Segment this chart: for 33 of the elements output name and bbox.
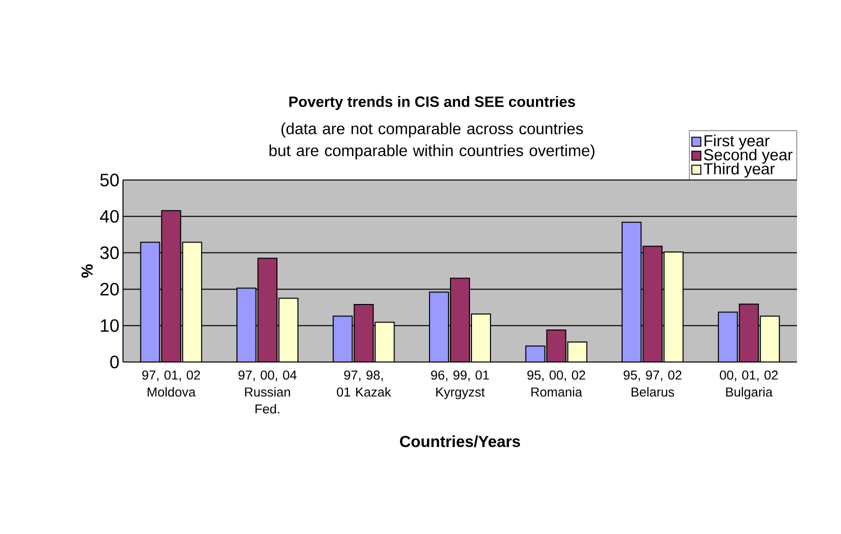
x-tick-label: 95, 97, 02 Belarus: [624, 370, 682, 397]
y-tick-label: 20: [100, 282, 119, 296]
x-tick-label: 97, 00, 04 Russian Fed.: [238, 370, 297, 414]
bar: [140, 242, 160, 362]
bar: [236, 288, 256, 362]
y-tick-label: 40: [100, 210, 119, 223]
bar: [182, 242, 202, 362]
legend-label: First year: [704, 134, 770, 150]
bar: [332, 316, 353, 362]
legend-label: Second year: [704, 148, 793, 164]
y-tick-label: 50: [100, 174, 119, 186]
bar: [471, 313, 491, 362]
x-tick-label: 97, 01, 02 Moldova: [142, 370, 200, 397]
y-tick-label: 0: [110, 356, 119, 368]
legend-label: Third year: [704, 162, 775, 178]
bar: [664, 252, 684, 362]
x-axis-title: Countries/Years: [400, 435, 520, 448]
bar: [760, 316, 780, 362]
bar: [278, 298, 298, 362]
y-axis-title: %: [81, 264, 93, 278]
y-tick-label: 30: [100, 246, 119, 260]
bar: [429, 292, 450, 362]
bar: [374, 322, 395, 362]
bar: [567, 341, 588, 362]
x-tick-label: 96, 99, 01 Kyrgyzst: [431, 370, 489, 400]
bar: [718, 312, 738, 362]
x-tick-label: 97, 98, 01 Kazak: [336, 370, 392, 397]
x-tick-label: 00, 01, 02 Bulgaria: [720, 370, 778, 400]
y-tick-label: 10: [100, 319, 119, 332]
chart-subtitle: (data are not comparable across countries but are comparable within countries overtime): [270, 122, 594, 160]
x-tick-label: 95, 00, 02 Romania: [527, 370, 586, 397]
chart-title: Poverty trends in CIS and SEE countries: [289, 96, 576, 110]
bar: [622, 222, 642, 362]
